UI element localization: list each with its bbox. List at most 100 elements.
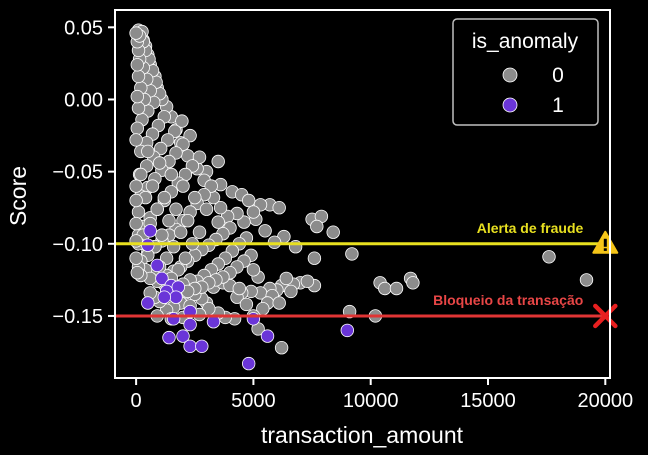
data-point-1 (155, 271, 169, 286)
data-point-0 (129, 133, 143, 147)
data-point-0 (162, 213, 176, 228)
data-point-0 (129, 26, 143, 40)
data-point-0 (192, 225, 207, 239)
data-point-0 (183, 128, 197, 143)
data-point-0 (246, 263, 261, 277)
data-point-0 (129, 193, 143, 208)
data-point-0 (307, 251, 322, 265)
data-point-1 (169, 290, 183, 304)
data-point-0 (378, 281, 392, 296)
data-point-0 (130, 266, 145, 280)
data-point-0 (241, 193, 256, 208)
data-point-0 (211, 154, 225, 169)
data-point-1 (166, 312, 181, 326)
data-point-0 (130, 121, 145, 136)
data-point-0 (131, 101, 146, 115)
data-point-1 (143, 224, 157, 238)
data-point-0 (173, 225, 188, 239)
data-point-0 (246, 205, 261, 219)
legend-marker-1 (502, 97, 518, 113)
data-point-1 (340, 323, 355, 338)
data-point-0 (176, 179, 190, 193)
data-point-0 (168, 124, 182, 138)
y-tick-label: 0.00 (64, 89, 103, 111)
reference-lines: Alerta de fraude Bloqueio da transação (115, 220, 619, 329)
data-point-0 (161, 133, 175, 147)
data-point-0 (141, 144, 155, 159)
data-point-1 (176, 329, 190, 343)
y-tick-label: −0.10 (52, 234, 103, 256)
data-point-1 (141, 296, 155, 310)
data-point-0 (579, 273, 594, 287)
plot-frame (114, 9, 611, 379)
data-point-0 (542, 250, 556, 264)
data-point-0 (300, 274, 315, 289)
y-axis-ticks: 0.05 0.00 −0.05 −0.10 −0.15 (52, 17, 115, 328)
data-point-1 (183, 339, 197, 354)
data-point-0 (131, 205, 146, 219)
x-axis-label: transaction_amount (261, 422, 464, 448)
block-x-icon (593, 303, 618, 329)
data-point-0 (129, 234, 143, 248)
data-point-0 (155, 228, 169, 242)
data-point-1 (241, 356, 256, 371)
legend-label-1: 1 (552, 94, 564, 117)
data-point-0 (213, 200, 228, 215)
data-point-1 (195, 339, 209, 354)
y-tick-label: −0.15 (52, 306, 103, 328)
data-point-0 (406, 276, 420, 290)
data-point-0 (150, 202, 164, 216)
data-point-0 (129, 179, 143, 193)
x-tick-label: 20000 (577, 390, 633, 412)
data-point-0 (258, 224, 272, 238)
y-axis-label: Score (5, 166, 31, 226)
data-point-0 (272, 200, 286, 215)
data-point-0 (169, 202, 183, 216)
x-tick-label: 0 (131, 390, 142, 412)
data-point-0 (279, 271, 294, 286)
data-point-0 (204, 179, 218, 193)
data-point-0 (178, 251, 193, 265)
data-point-0 (274, 341, 289, 355)
data-point-0 (232, 281, 247, 296)
x-tick-label: 5000 (231, 390, 276, 412)
data-point-0 (130, 58, 145, 72)
data-point-0 (284, 284, 298, 299)
legend-box (452, 18, 599, 126)
data-point-0 (389, 281, 404, 296)
data-point-0 (239, 297, 254, 312)
data-point-0 (272, 296, 286, 310)
warning-icon (592, 230, 619, 254)
legend-label-0: 0 (552, 64, 564, 87)
legend-marker-0 (502, 67, 518, 83)
data-point-0 (129, 251, 143, 265)
data-point-0 (157, 190, 172, 205)
data-point-0 (153, 141, 168, 156)
data-point-0 (134, 167, 148, 182)
data-point-0 (145, 179, 160, 193)
x-tick-label: 10000 (343, 390, 399, 412)
data-point-0 (211, 215, 225, 229)
data-point-1 (162, 330, 176, 345)
data-point-0 (175, 114, 189, 128)
y-tick-label: 0.05 (64, 17, 103, 39)
data-point-0 (310, 219, 324, 234)
data-point-1 (157, 290, 172, 304)
data-point-0 (131, 69, 146, 84)
reference-line-label: Bloqueio da transação (433, 292, 583, 308)
y-tick-label: −0.05 (52, 162, 103, 184)
x-tick-label: 15000 (460, 390, 516, 412)
data-point-0 (188, 190, 202, 205)
data-point-0 (152, 156, 167, 170)
data-point-0 (164, 167, 179, 182)
data-point-0 (192, 150, 207, 164)
data-point-0 (129, 216, 143, 231)
data-point-0 (199, 202, 214, 216)
data-point-0 (180, 213, 195, 228)
data-point-0 (345, 247, 359, 261)
legend-title: is_anomaly (472, 30, 579, 53)
data-point-1 (183, 317, 197, 332)
data-point-1 (260, 329, 275, 343)
data-point-1 (246, 312, 261, 326)
